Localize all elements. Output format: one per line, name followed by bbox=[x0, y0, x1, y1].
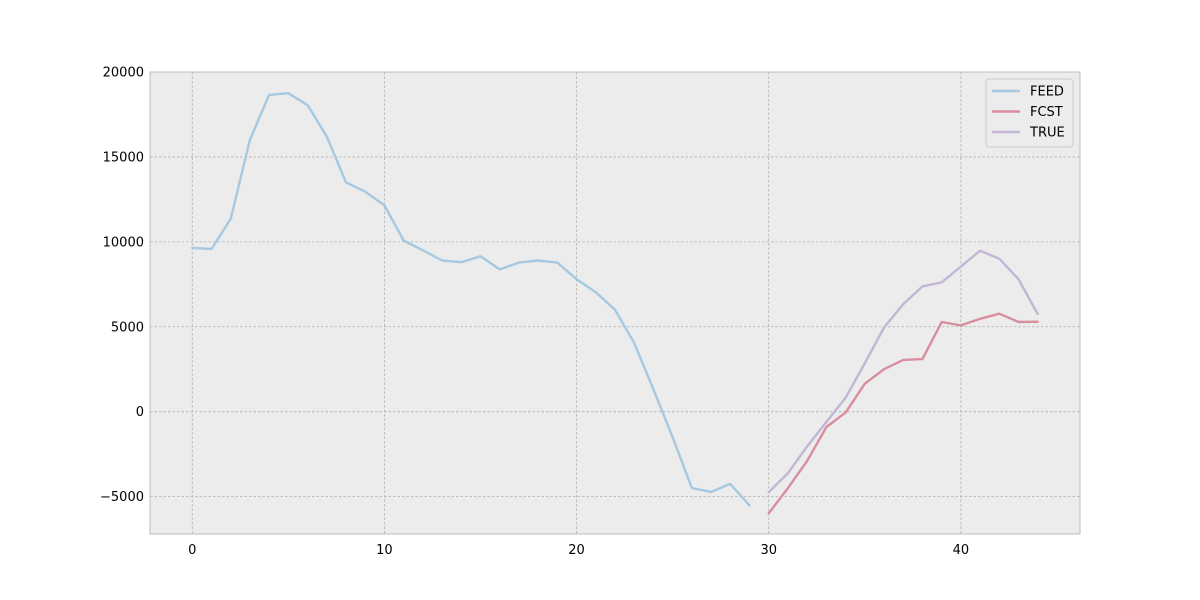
series-line-true bbox=[767, 249, 1039, 494]
x-tick-label: 0 bbox=[188, 543, 196, 558]
series-line-feed bbox=[191, 91, 751, 507]
x-tick-label: 20 bbox=[568, 543, 585, 558]
y-tick-label: 10000 bbox=[103, 235, 144, 250]
legend-label-fcst: FCST bbox=[1030, 105, 1063, 120]
x-tick-label: 30 bbox=[760, 543, 777, 558]
y-tick-label: 5000 bbox=[111, 320, 144, 335]
x-tick-label: 10 bbox=[376, 543, 393, 558]
y-tick-label: 0 bbox=[136, 405, 144, 420]
y-tick-label: 20000 bbox=[103, 66, 144, 81]
y-tick-label: −5000 bbox=[100, 490, 144, 505]
legend-box bbox=[985, 78, 1074, 148]
series-layer bbox=[191, 91, 1039, 515]
x-axis: 0 10 20 30 40 bbox=[188, 543, 969, 558]
legend: FEED FCST TRUE bbox=[985, 78, 1074, 148]
y-tick-label: 15000 bbox=[103, 150, 144, 165]
y-axis: −5000 0 5000 10000 15000 20000 bbox=[100, 66, 144, 506]
legend-label-true: TRUE bbox=[1029, 126, 1065, 141]
x-tick-label: 40 bbox=[953, 543, 970, 558]
plot-frame bbox=[149, 71, 1081, 535]
plot-area bbox=[150, 72, 1080, 534]
legend-label-feed: FEED bbox=[1030, 85, 1064, 100]
series-line-fcst bbox=[767, 312, 1039, 515]
